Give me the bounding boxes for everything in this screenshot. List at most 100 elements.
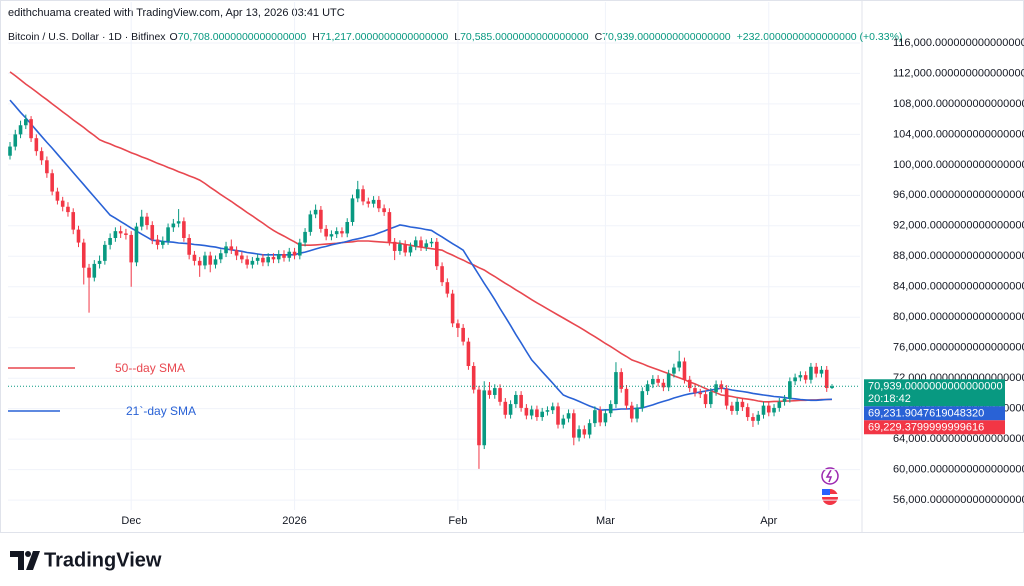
- candles: [8, 114, 834, 469]
- candle-body: [382, 208, 386, 213]
- candle-body: [345, 222, 350, 234]
- candle-body: [703, 394, 708, 405]
- candle-body: [803, 375, 808, 380]
- candle-body: [150, 225, 155, 240]
- candle-body: [129, 234, 133, 263]
- candle-body: [324, 228, 328, 237]
- candle-body: [672, 367, 676, 374]
- candle-body: [603, 413, 608, 423]
- candle-body: [709, 391, 713, 405]
- price-label-box: [864, 379, 1005, 407]
- y-tick-label: 84,000.0000000000000000: [893, 281, 1024, 293]
- candle-body: [566, 413, 571, 419]
- candle-body: [824, 369, 829, 389]
- y-tick-label: 104,000.0000000000000000: [893, 128, 1024, 140]
- candle-body: [724, 388, 729, 406]
- candle-body: [303, 231, 307, 243]
- candle-body: [134, 226, 139, 263]
- candle-body: [313, 209, 318, 215]
- candle-body: [540, 411, 544, 418]
- candle-body: [772, 407, 776, 413]
- candle-body: [308, 214, 313, 232]
- candle-body: [334, 231, 339, 235]
- candle-body: [482, 390, 487, 446]
- ohlc-value: 71,217.0000000000000000: [320, 31, 449, 43]
- candle-body: [751, 417, 755, 421]
- candle-body: [435, 241, 439, 267]
- candle-body: [261, 257, 265, 263]
- candle-body: [519, 394, 523, 408]
- brand-name: TradingView: [44, 549, 162, 571]
- candle-body: [498, 388, 502, 402]
- candle-body: [287, 251, 292, 258]
- candle-body: [124, 233, 128, 235]
- candle-body: [550, 406, 555, 411]
- candle-body: [413, 240, 418, 247]
- y-tick-label: 100,000.0000000000000000: [893, 159, 1024, 171]
- candle-body: [809, 366, 813, 380]
- candle-body: [677, 361, 681, 368]
- candle-body: [118, 231, 123, 234]
- candle-body: [408, 246, 413, 253]
- flag-icon: [822, 489, 838, 505]
- candle-body: [735, 401, 739, 411]
- ohlc-key: L: [454, 31, 460, 43]
- y-tick-label: 108,000.0000000000000000: [893, 98, 1024, 110]
- candle-body: [698, 392, 703, 395]
- candle-body: [524, 407, 529, 416]
- y-tick-label: 116,000.0000000000000000: [893, 37, 1024, 49]
- candle-body: [350, 198, 355, 222]
- ohlc-value: 70,585.0000000000000000: [460, 31, 589, 43]
- price-label-box: [864, 406, 1005, 421]
- candle-body: [81, 242, 86, 268]
- candle-body: [640, 391, 645, 408]
- candle-body: [329, 234, 334, 237]
- candle-body: [29, 119, 33, 139]
- candle-body: [545, 410, 550, 412]
- candle-body: [271, 257, 276, 260]
- candle-body: [34, 138, 39, 152]
- candle-body: [240, 255, 244, 260]
- price-label: 70,939.0000000000000000: [868, 381, 1003, 393]
- candle-body: [487, 390, 492, 395]
- candle-body: [234, 250, 239, 256]
- candle-body: [461, 327, 465, 342]
- candle-body: [108, 238, 112, 245]
- candle-body: [24, 119, 28, 126]
- legend-label: 50--day SMA: [115, 361, 185, 375]
- y-tick-label: 60,000.0000000000000000: [893, 464, 1024, 476]
- candle-body: [171, 223, 176, 228]
- candle-body: [298, 242, 302, 256]
- candle-body: [45, 160, 49, 174]
- x-tick-label: Mar: [596, 515, 615, 527]
- candle-body: [203, 255, 207, 266]
- candle-body: [745, 407, 750, 418]
- candle-body: [87, 267, 91, 278]
- candle-body: [166, 227, 170, 242]
- candle-body: [182, 221, 186, 238]
- candle-body: [60, 200, 65, 207]
- x-tick-label: 2026: [282, 515, 306, 527]
- change: +232.0000000000000000 (+0.33%): [737, 31, 903, 43]
- candle-body: [730, 405, 734, 411]
- grid: [8, 2, 860, 510]
- candle-body: [97, 260, 102, 264]
- candle-body: [492, 388, 497, 395]
- ohlc-value: 70,939.0000000000000000: [602, 31, 731, 43]
- candle-body: [429, 241, 434, 244]
- candle-body: [340, 231, 344, 234]
- candle-body: [619, 372, 624, 389]
- candle-body: [319, 209, 323, 229]
- countdown: 20:18:42: [868, 393, 911, 405]
- y-tick-label: 56,000.0000000000000000: [893, 494, 1024, 506]
- y-tick-label: 76,000.0000000000000000: [893, 342, 1024, 354]
- candle-body: [508, 404, 513, 415]
- candle-body: [450, 293, 455, 324]
- candle-body: [471, 366, 476, 390]
- candle-body: [777, 401, 782, 408]
- price-label: 69,231.9047619048320: [868, 408, 984, 420]
- candle-body: [355, 189, 360, 199]
- candle-body: [561, 418, 566, 425]
- candle-body: [292, 251, 297, 256]
- candle-body: [218, 253, 223, 260]
